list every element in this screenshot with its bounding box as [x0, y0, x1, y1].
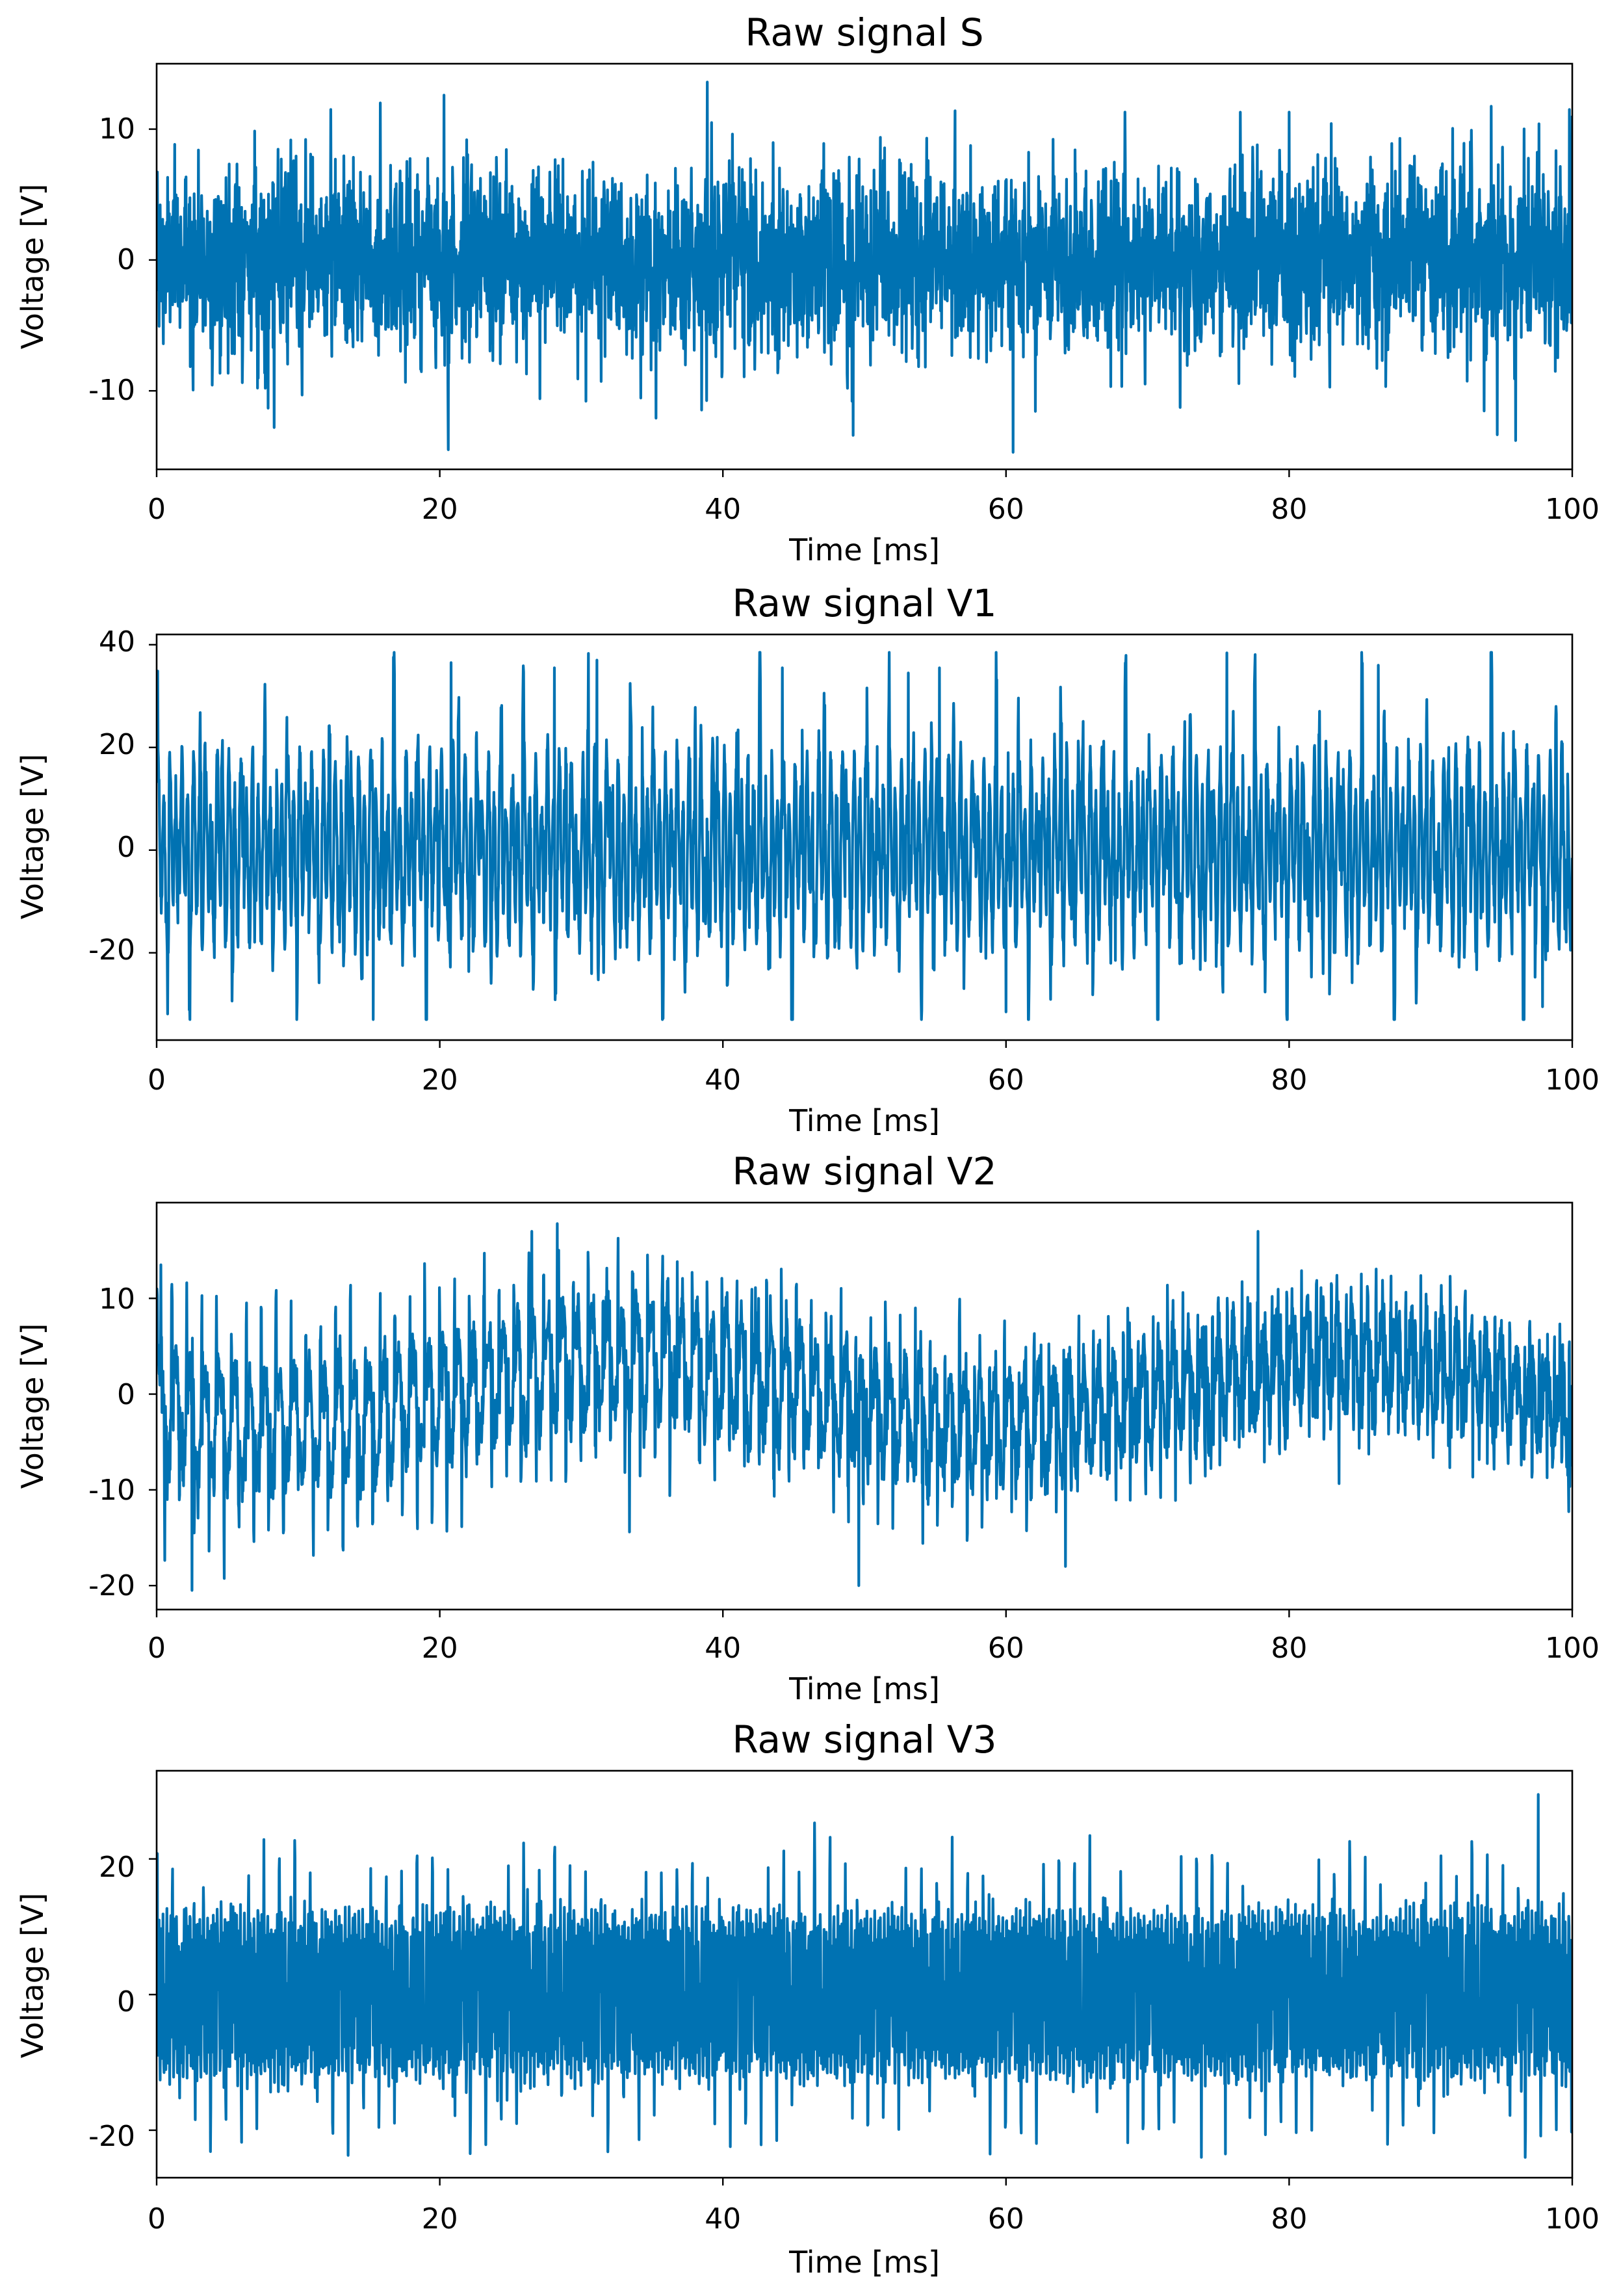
- series-marks: [157, 1793, 1572, 2159]
- chart-title: Raw signal V3: [732, 1717, 996, 1762]
- tick-marks: [149, 1858, 1574, 2185]
- chart-title: Raw signal V2: [732, 1149, 996, 1194]
- series-marks: [157, 1222, 1572, 1592]
- x-tick-label: 80: [1271, 1632, 1307, 1665]
- x-tick-label: 100: [1545, 2202, 1600, 2236]
- y-tick-labels: -20 0 20: [88, 1851, 135, 2153]
- x-axis-label: Time [ms]: [788, 1103, 940, 1138]
- x-tick-label: 100: [1545, 493, 1600, 526]
- plot-frame: [155, 633, 1574, 1041]
- y-tick-labels: -10 0 10: [88, 112, 135, 407]
- x-tick-label: 80: [1271, 1063, 1307, 1097]
- y-tick-label: 0: [117, 831, 135, 864]
- x-tick-label: 100: [1545, 1063, 1600, 1097]
- x-tick-label: 100: [1545, 1632, 1600, 1665]
- y-axis-label: Voltage [V]: [15, 184, 50, 350]
- tick-marks: [149, 1298, 1574, 1617]
- x-tick-label: 0: [148, 493, 166, 526]
- y-tick-label: 10: [99, 1283, 135, 1316]
- y-axis-label: Voltage [V]: [15, 1893, 50, 2059]
- x-tick-label: 40: [705, 493, 741, 526]
- series-line-v1: [157, 651, 1572, 1021]
- series-line-v2: [157, 1222, 1572, 1592]
- x-tick-label: 0: [148, 2202, 166, 2236]
- x-axis-label: Time [ms]: [788, 2245, 940, 2280]
- y-axis-label: Voltage [V]: [15, 1324, 50, 1489]
- y-tick-label: 0: [117, 1985, 135, 2018]
- y-tick-label: 0: [117, 243, 135, 276]
- x-tick-labels: 0 20 40 60 80 100: [148, 493, 1600, 526]
- y-tick-label: 20: [99, 728, 135, 761]
- y-tick-label: -20: [88, 2120, 135, 2153]
- x-tick-labels: 0 20 40 60 80 100: [148, 1063, 1600, 1097]
- x-tick-label: 20: [422, 493, 458, 526]
- series-line-s: [157, 81, 1572, 454]
- x-tick-labels: 0 20 40 60 80 100: [148, 1632, 1600, 1665]
- y-tick-label: -20: [88, 933, 135, 967]
- x-tick-label: 20: [422, 1063, 458, 1097]
- chart-title: Raw signal S: [745, 10, 983, 55]
- y-tick-label: 0: [117, 1378, 135, 1411]
- subplot-v2: Raw signal V2 Voltage [V] Time [ms] 0 20…: [15, 1149, 1600, 1706]
- x-tick-label: 20: [422, 1632, 458, 1665]
- x-tick-label: 80: [1271, 493, 1307, 526]
- series-marks: [157, 81, 1572, 454]
- x-axis-label: Time [ms]: [788, 532, 940, 567]
- x-axis-label: Time [ms]: [788, 1671, 940, 1706]
- x-tick-label: 40: [705, 1632, 741, 1665]
- series-line-v3: [157, 1793, 1572, 2159]
- x-tick-label: 20: [422, 2202, 458, 2236]
- x-tick-labels: 0 20 40 60 80 100: [148, 2202, 1600, 2236]
- subplot-v3: Raw signal V3 Voltage [V] Time [ms] 0 20…: [15, 1717, 1600, 2280]
- x-tick-label: 0: [148, 1632, 166, 1665]
- subplot-s: Raw signal S Voltage [V] Time [ms] 0 20 …: [15, 10, 1600, 567]
- series-marks: [157, 651, 1572, 1021]
- y-tick-label: 10: [99, 112, 135, 146]
- x-tick-label: 60: [988, 1632, 1024, 1665]
- subplot-v1: Raw signal V1 Voltage [V] Time [ms] 0 20…: [15, 581, 1600, 1138]
- x-tick-label: 60: [988, 493, 1024, 526]
- x-tick-label: 40: [705, 1063, 741, 1097]
- x-tick-label: 60: [988, 2202, 1024, 2236]
- y-tick-label: -10: [88, 1474, 135, 1507]
- x-tick-label: 0: [148, 1063, 166, 1097]
- y-tick-label: 40: [99, 625, 135, 659]
- y-axis-label: Voltage [V]: [15, 754, 50, 920]
- chart-title: Raw signal V1: [732, 581, 996, 625]
- x-tick-label: 80: [1271, 2202, 1307, 2236]
- y-tick-label: -10: [88, 374, 135, 407]
- y-tick-label: 20: [99, 1851, 135, 1884]
- tick-marks: [149, 128, 1574, 477]
- plot-frame: [155, 1769, 1574, 2179]
- plot-frame: [155, 1201, 1574, 1611]
- y-tick-label: -20: [88, 1569, 135, 1602]
- tick-marks: [149, 644, 1574, 1048]
- y-tick-labels: -20 0 20 40: [88, 625, 135, 967]
- x-tick-label: 60: [988, 1063, 1024, 1097]
- x-tick-label: 40: [705, 2202, 741, 2236]
- y-tick-labels: -20 -10 0 10: [88, 1283, 135, 1602]
- plot-frame: [155, 62, 1574, 471]
